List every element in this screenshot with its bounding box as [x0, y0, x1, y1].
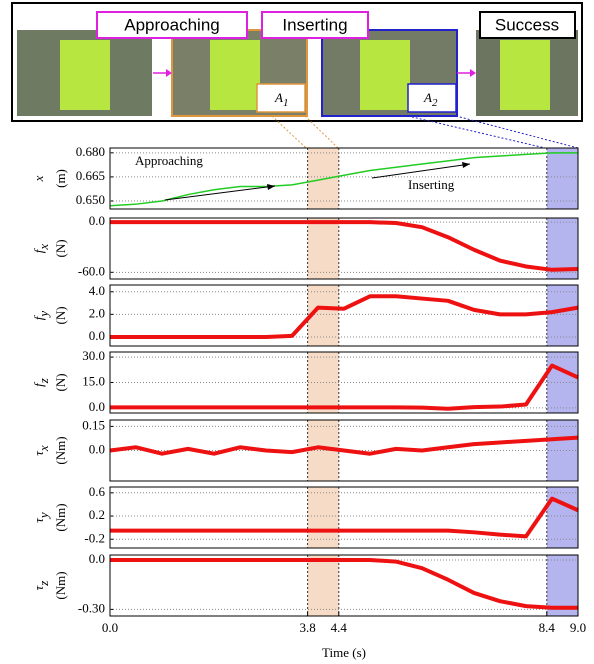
y-tick-label: 0.15 [82, 417, 105, 432]
photo-part [60, 40, 110, 110]
frame-label: A1 [274, 90, 288, 109]
y-axis-unit: (Nm) [53, 436, 68, 464]
x-axis-label: Time (s) [322, 645, 366, 660]
x-tick-label: 9.0 [570, 620, 586, 635]
y-tick-label: -0.30 [78, 600, 105, 615]
plot-frame [109, 351, 579, 414]
y-tick-label: -60.0 [78, 263, 105, 278]
annotation: Approaching [135, 153, 203, 168]
y-tick-label: 30.0 [82, 348, 105, 363]
y-axis-label: fz [31, 378, 51, 387]
y-axis-label: τy [31, 512, 51, 523]
y-axis-symbol: τ [31, 450, 46, 456]
highlight-span [546, 285, 578, 346]
data-line [109, 152, 578, 207]
highlight-span [307, 555, 339, 616]
y-axis-unit: (Nm) [53, 571, 68, 599]
stage-box [261, 11, 369, 39]
y-axis-symbol: τ [31, 517, 46, 523]
y-axis-label: fy [31, 311, 51, 321]
y-axis-label: τx [31, 445, 51, 456]
y-axis-subscript: z [36, 378, 51, 384]
plot-frame [109, 554, 579, 617]
y-tick-label: 15.0 [82, 373, 105, 388]
stage-box [479, 11, 576, 39]
y-axis-symbol: f [31, 247, 46, 253]
y-tick-label: -0.2 [84, 530, 105, 545]
plot-frame [109, 486, 579, 549]
y-axis-symbol: x [31, 175, 46, 182]
x-tick-label: 4.4 [331, 620, 348, 635]
plot-frame [109, 284, 579, 347]
y-axis-unit: (m) [53, 169, 68, 188]
y-axis-symbol: f [31, 381, 46, 387]
x-tick-label: 0.0 [102, 620, 118, 635]
y-axis-unit: (Nm) [53, 503, 68, 531]
frame-box [407, 83, 457, 113]
y-axis-subscript: x [36, 445, 51, 452]
photo-part [500, 40, 550, 110]
highlight-span [307, 218, 339, 279]
y-axis-symbol: f [31, 314, 46, 320]
photo-part [210, 40, 260, 110]
frame-label: A2 [423, 90, 438, 109]
photo-part [360, 40, 410, 110]
annotation-arrow [164, 185, 276, 201]
highlight-span [546, 148, 578, 209]
y-tick-label: 0.0 [89, 213, 105, 228]
frame-box [256, 83, 306, 113]
data-line [110, 294, 579, 339]
highlight-span [307, 487, 339, 548]
stage-label: Approaching [124, 15, 219, 34]
y-axis-unit: (N) [53, 306, 68, 324]
y-tick-label: 0.650 [76, 192, 105, 207]
connector [407, 115, 579, 149]
y-axis-subscript: x [36, 244, 51, 251]
y-axis-unit: (N) [53, 373, 68, 391]
y-axis-symbol: τ [31, 584, 46, 590]
data-line [110, 496, 579, 539]
y-axis-label: τz [31, 581, 51, 591]
y-axis-label: x [31, 175, 46, 182]
x-tick-label: 3.8 [299, 620, 315, 635]
y-tick-label: 0.2 [89, 507, 105, 522]
plot-frame [109, 147, 579, 210]
y-axis-unit: (N) [53, 239, 68, 257]
y-tick-label: 0.665 [76, 168, 105, 183]
plot-frame [109, 217, 579, 280]
stage-label: Inserting [282, 15, 347, 34]
annotation-arrow [371, 163, 471, 179]
data-line [110, 220, 579, 272]
y-axis-label: fx [31, 244, 51, 254]
y-tick-label: 0.6 [89, 484, 106, 499]
stage-box [96, 11, 248, 39]
y-tick-label: 0.0 [89, 551, 105, 566]
y-axis-subscript: y [36, 512, 51, 520]
plot-frame [109, 419, 579, 482]
y-tick-label: 2.0 [89, 305, 105, 320]
y-tick-label: 0.0 [89, 399, 105, 414]
y-tick-label: 0.0 [89, 441, 105, 456]
stage-label: Success [495, 15, 559, 34]
y-tick-label: 0.0 [89, 328, 105, 343]
data-line [110, 557, 578, 610]
data-line [109, 435, 579, 456]
x-tick-label: 8.4 [539, 620, 556, 635]
y-tick-label: 4.0 [89, 283, 105, 298]
y-axis-subscript: z [36, 581, 51, 587]
y-tick-label: 0.680 [76, 144, 105, 159]
annotation: Inserting [408, 177, 455, 192]
y-axis-subscript: y [36, 311, 51, 319]
data-line [110, 363, 579, 411]
